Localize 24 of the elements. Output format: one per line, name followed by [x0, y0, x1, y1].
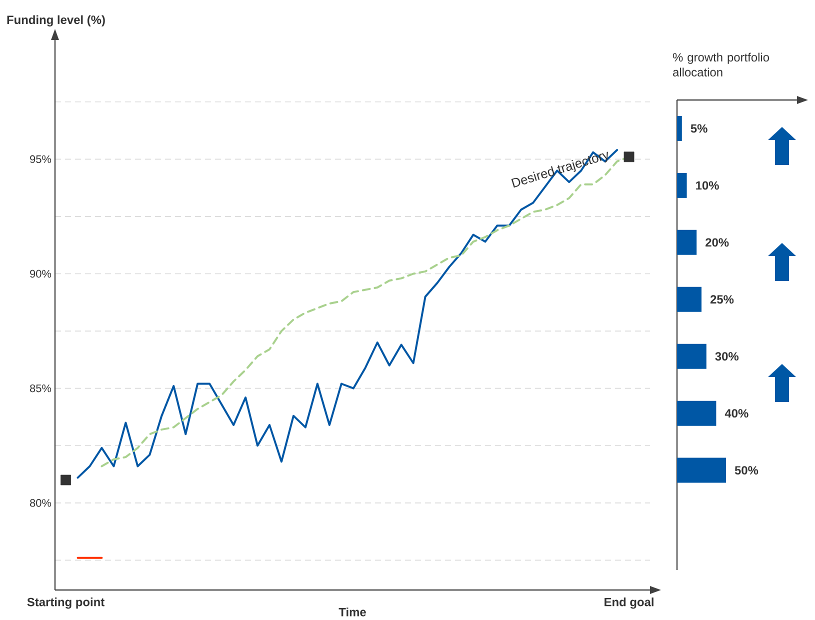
text: Desired trajectory — [511, 152, 608, 188]
bar — [677, 230, 697, 255]
data-label: 5% — [690, 124, 708, 133]
data-label: 40% — [724, 409, 748, 418]
bar — [677, 286, 702, 312]
data-label: 30% — [715, 352, 739, 361]
bar — [677, 458, 726, 483]
y-tick-label: 80% — [30, 499, 52, 507]
x-tick-label: End goal — [604, 598, 654, 609]
y-tick-label: 95% — [30, 155, 52, 164]
y-tick-label: 90% — [30, 270, 52, 278]
bar — [677, 172, 687, 198]
data-label: 20% — [706, 238, 729, 247]
x-tick-label: Starting point — [27, 598, 104, 609]
bar — [677, 400, 716, 426]
x-axis-title: Time — [338, 608, 366, 616]
bar — [677, 116, 682, 141]
y-tick-label: 85% — [30, 384, 52, 392]
data-label: 50% — [734, 466, 758, 475]
data-label: 25% — [710, 295, 734, 304]
bar — [677, 344, 706, 369]
data-label: 10% — [696, 181, 719, 190]
y-axis-title: Funding level (%) — [7, 15, 105, 26]
chart-title: % growth portfolio allocation — [672, 52, 770, 76]
